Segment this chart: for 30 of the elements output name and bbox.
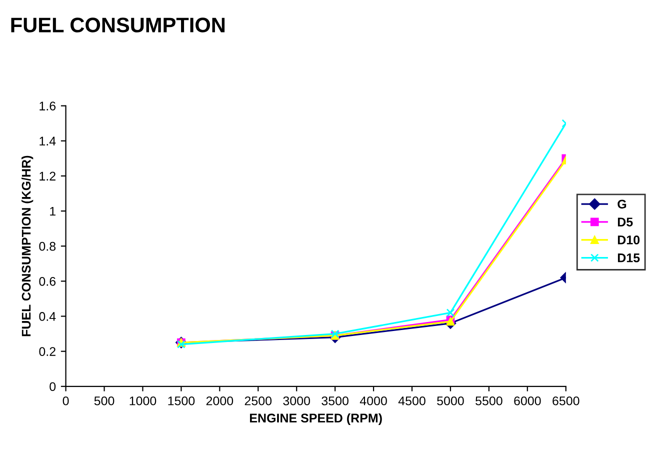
x-tick-label: 5000	[437, 396, 464, 406]
x-tick-label: 3500	[322, 396, 348, 406]
y-axis-title: FUEL CONSUMPTION (KG/HR)	[21, 156, 34, 336]
x-tick-label: 4000	[360, 396, 387, 406]
y-tick-label: 0.4	[39, 312, 56, 321]
x-tick-label: 1500	[168, 396, 195, 406]
y-tick-label: 1.2	[40, 172, 56, 180]
y-tick-label: 1.4	[40, 136, 56, 146]
x-tick-label: 0	[62, 396, 69, 406]
x-tick-label: 2500	[244, 396, 272, 406]
x-tick-label: 3000	[283, 396, 310, 406]
legend-label: D5	[618, 218, 633, 226]
x-tick-label: 4500	[398, 396, 426, 406]
x-tick-label: 6000	[514, 396, 541, 406]
y-tick-label: 0.2	[39, 347, 56, 356]
x-tick-label: 2000	[206, 396, 234, 406]
x-axis-title: ENGINE SPEED (RPM)	[250, 413, 382, 425]
x-tick-label: 500	[94, 396, 114, 406]
x-tick-label: 5500	[476, 396, 502, 406]
legend-label: D15	[618, 254, 640, 262]
x-tick-label: 1000	[130, 396, 156, 406]
legend-label: G	[618, 200, 626, 209]
x-tick-label: 6500	[552, 396, 580, 406]
y-tick-label: 1.6	[40, 102, 56, 110]
legend-label: D10	[618, 236, 640, 244]
y-tick-label: 1	[50, 206, 56, 216]
y-tick-label: 0.8	[39, 242, 56, 251]
chart-title: FUEL CONSUMPTION	[11, 18, 225, 32]
y-tick-label: 0	[50, 382, 56, 392]
y-tick-label: 0.6	[39, 276, 56, 286]
